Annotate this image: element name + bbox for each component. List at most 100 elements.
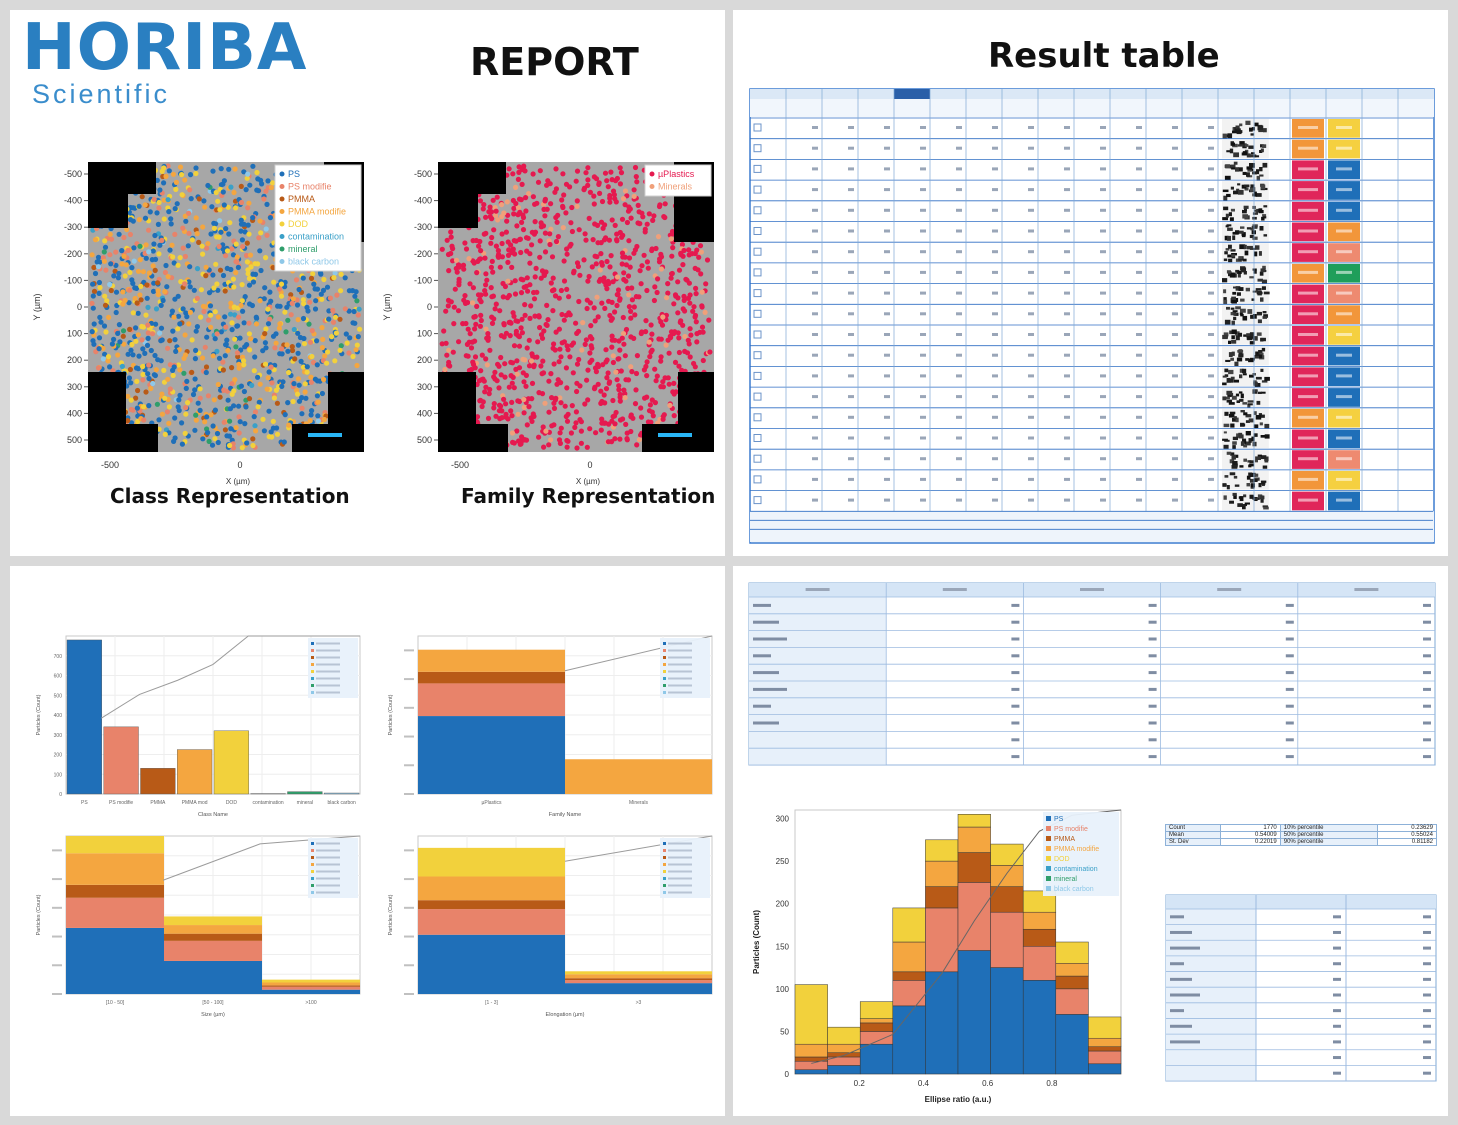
row-checkbox[interactable] (753, 185, 762, 194)
particle-dot (153, 306, 160, 312)
row-checkbox[interactable] (753, 309, 762, 318)
thumbnail-speck (1252, 212, 1259, 215)
thumbnail-speck (1236, 130, 1243, 134)
side-cell (1333, 962, 1341, 966)
particle-dot (300, 297, 306, 303)
thumbnail-speck (1241, 504, 1248, 507)
particle-dot (201, 308, 207, 315)
particle-dot (143, 312, 149, 318)
particle-dot (547, 231, 553, 237)
cell-value (956, 477, 962, 481)
row-checkbox[interactable] (753, 330, 762, 339)
thumbnail-speck (1256, 311, 1262, 316)
chip-text (1336, 250, 1352, 254)
x-tick-label: contamination (253, 800, 284, 806)
grid-cell (1285, 654, 1294, 658)
cell-value (1028, 291, 1034, 295)
y-tick-label: 100 (67, 329, 82, 339)
family-map[interactable]: µPlasticsMinerals-500-400-300-200-100010… (380, 150, 720, 490)
thumbnail-speck (1260, 337, 1266, 342)
row-checkbox[interactable] (753, 144, 762, 153)
particle-dot (95, 264, 102, 270)
row-checkbox[interactable] (753, 371, 762, 380)
cell-value (1172, 250, 1178, 254)
y-tick-label (404, 849, 414, 852)
thumbnail-speck (1240, 423, 1246, 427)
selected-header-cell[interactable] (894, 89, 930, 99)
row-checkbox[interactable] (753, 268, 762, 277)
row-checkbox[interactable] (753, 289, 762, 298)
particle-dot (697, 243, 704, 249)
particle-dot (678, 250, 684, 256)
particle-dot (224, 265, 230, 271)
particle-dot (526, 337, 532, 343)
particle-dot (145, 304, 151, 310)
legend-label (316, 691, 340, 694)
particle-dot (638, 281, 644, 287)
row-checkbox[interactable] (753, 227, 762, 235)
particle-dot (225, 347, 231, 353)
particle-dot (480, 206, 486, 212)
particle-dot (261, 196, 267, 202)
thumbnail-speck (1232, 235, 1236, 241)
summary-grid-table[interactable] (748, 582, 1438, 766)
row-checkbox[interactable] (753, 496, 762, 505)
class-summary-table[interactable] (1165, 894, 1439, 1084)
particle-dot (557, 395, 563, 401)
legend-marker (311, 670, 314, 673)
row-checkbox[interactable] (753, 454, 762, 463)
row-checkbox[interactable] (753, 164, 762, 173)
side-cell (1333, 1071, 1341, 1075)
thumbnail-speck (1261, 483, 1265, 487)
bar-segment (418, 876, 565, 901)
particle-dot (314, 338, 320, 344)
particle-dot (208, 231, 214, 237)
thumbnail-speck (1242, 151, 1247, 156)
particle-dot (576, 298, 582, 305)
particle-dot (529, 418, 535, 424)
particle-dot (90, 305, 96, 311)
particle-dot (444, 352, 450, 358)
row-checkbox[interactable] (753, 123, 762, 132)
result-table[interactable] (749, 88, 1435, 544)
particle-dot (271, 279, 277, 285)
cell-value (956, 291, 962, 295)
x-tick-label: DOD (226, 800, 238, 806)
row-checkbox[interactable] (753, 392, 762, 401)
particle-dot (686, 341, 692, 347)
cell-value (848, 312, 854, 316)
row-checkbox[interactable] (753, 434, 762, 442)
particle-dot (294, 302, 301, 308)
particle-dot (669, 271, 675, 277)
cell-value (1064, 333, 1070, 336)
thumbnail-speck (1230, 208, 1235, 212)
row-checkbox[interactable] (753, 247, 762, 256)
row-checkbox[interactable] (753, 475, 762, 484)
cell-value (1208, 333, 1214, 336)
particle-dot (220, 359, 226, 365)
row-checkbox[interactable] (753, 351, 762, 360)
particle-dot (620, 416, 626, 422)
particle-dot (125, 351, 131, 357)
stats-row: Count 1770 10% percentile 0.23629 (1164, 824, 1437, 832)
particle-dot (259, 181, 265, 187)
particle-dot (544, 206, 550, 212)
particle-dot (197, 395, 203, 401)
particle-dot (193, 165, 199, 171)
particle-dot (227, 311, 234, 317)
row-checkbox[interactable] (753, 413, 762, 422)
hist-bar-segment (892, 941, 926, 973)
particle-dot (233, 425, 239, 431)
row-checkbox[interactable] (753, 206, 762, 215)
particle-dot (245, 267, 251, 273)
particle-dot (573, 178, 579, 184)
particle-dot (296, 382, 302, 388)
cell-value (1208, 353, 1214, 357)
particle-dot (177, 321, 183, 327)
